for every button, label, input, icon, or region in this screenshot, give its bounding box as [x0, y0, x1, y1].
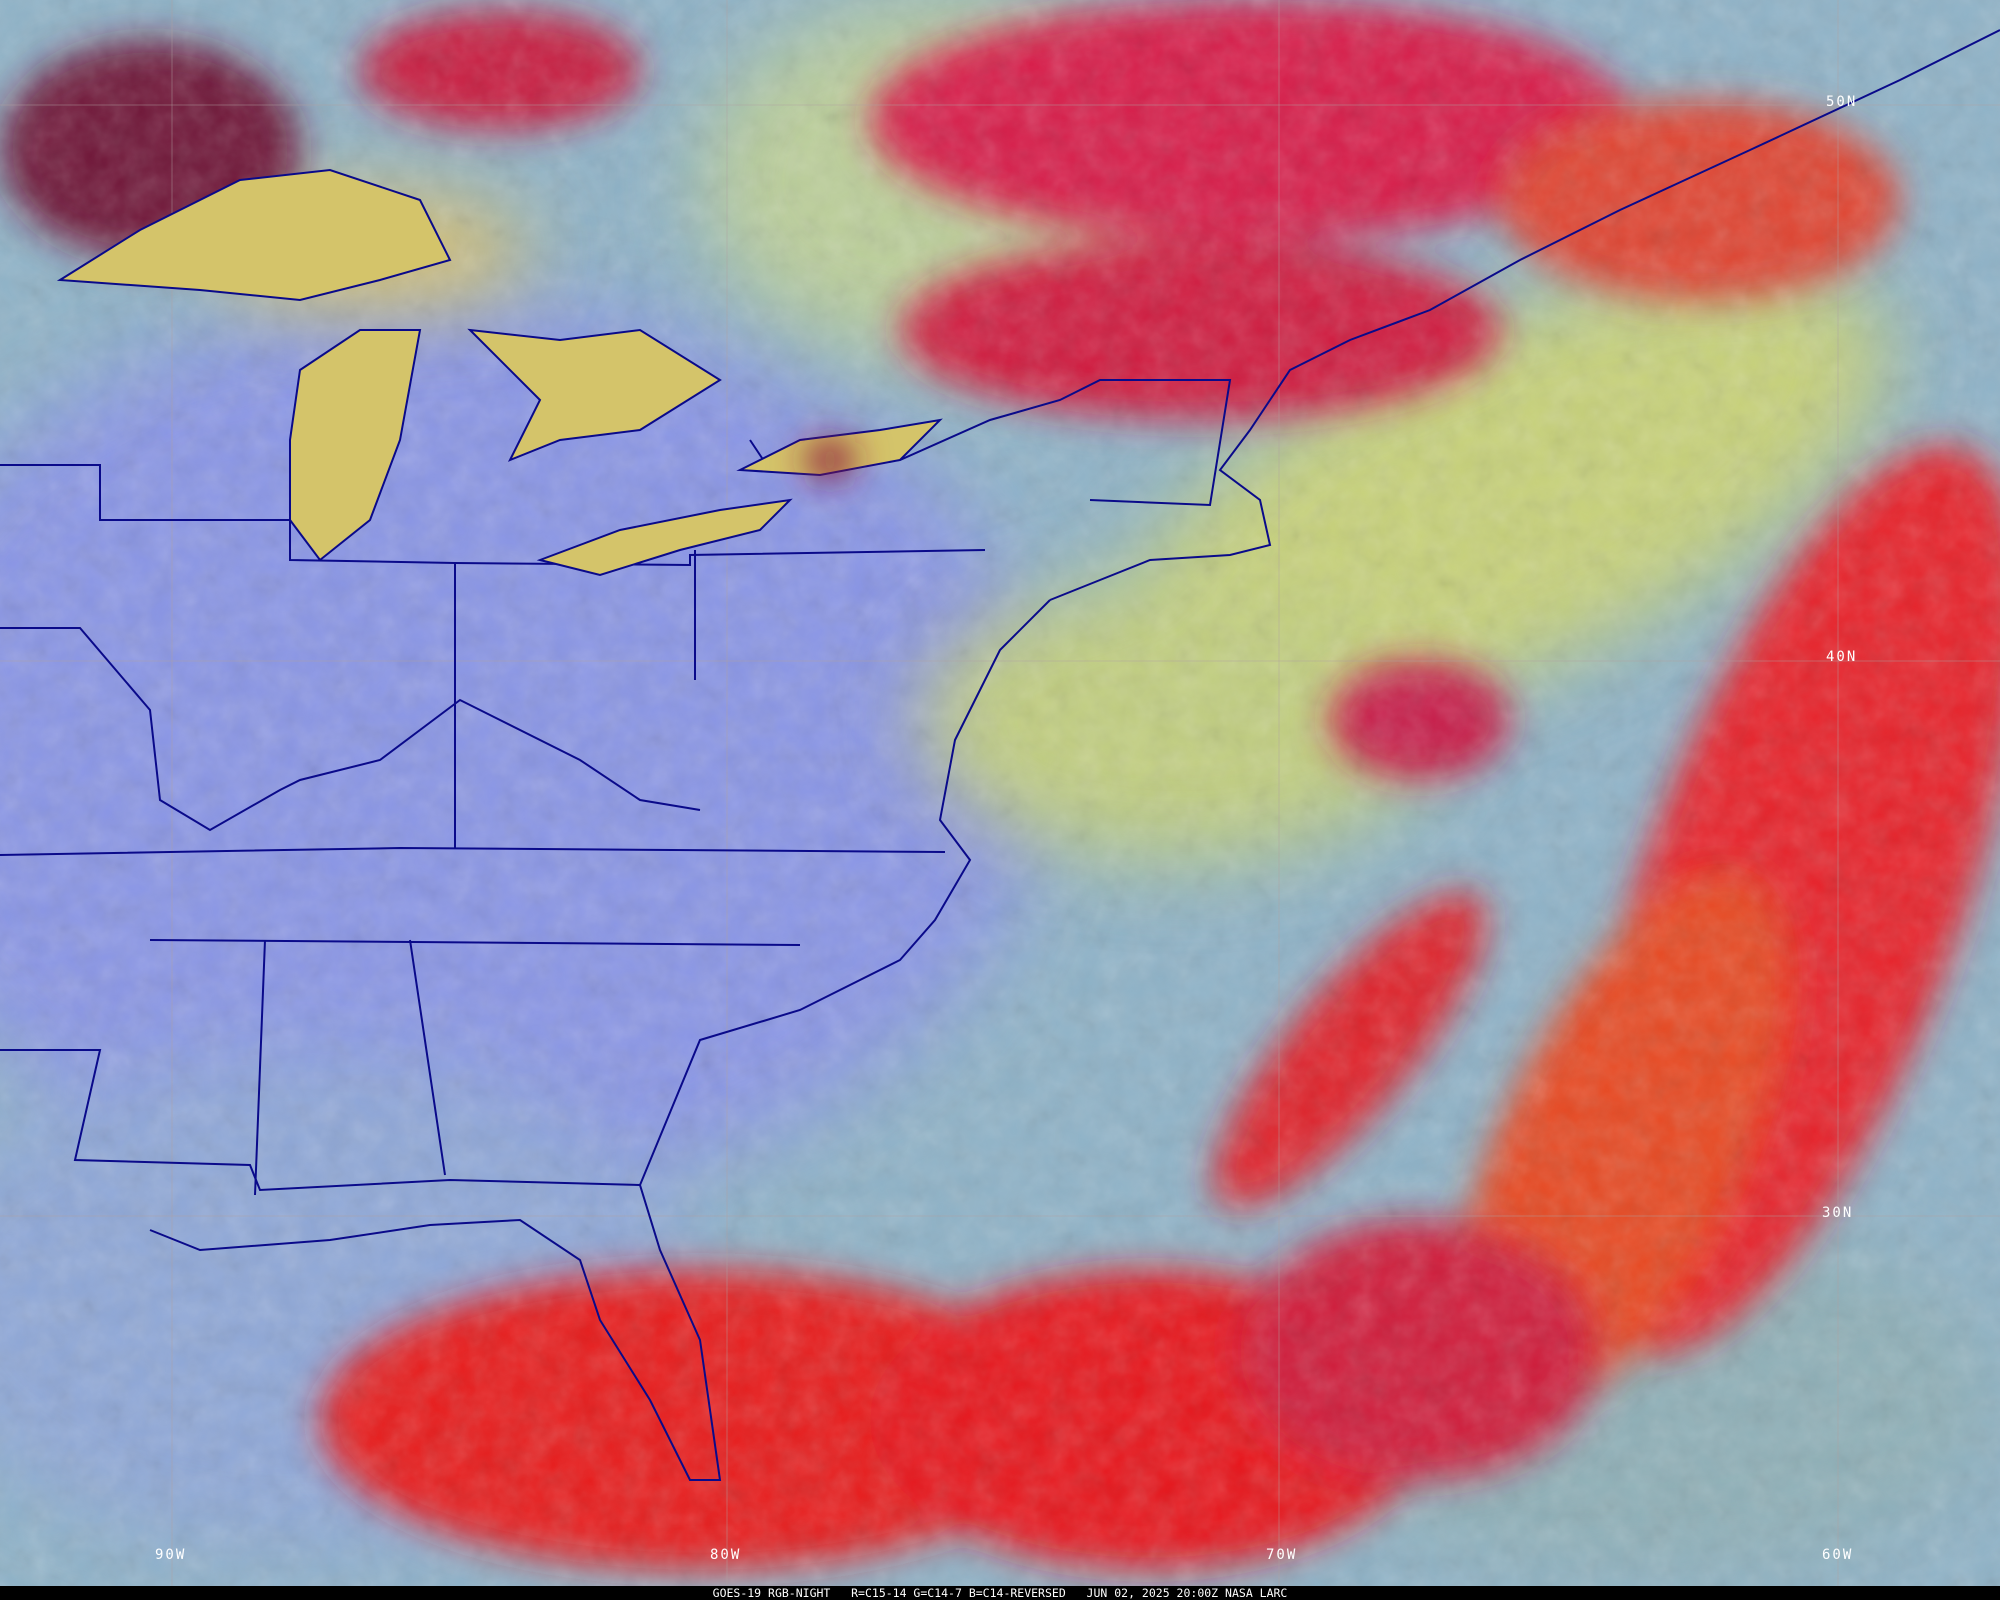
- political-boundaries: [0, 29, 2000, 1481]
- longitude-label-60w: 60W: [1822, 1547, 1854, 1563]
- lake-erie-cloud: [805, 440, 855, 480]
- caption-credit: NASA LARC: [1225, 1586, 1288, 1600]
- longitude-label-80w: 80W: [710, 1547, 742, 1563]
- caption-channels: R=C15-14 G=C14-7 B=C14-REVERSED: [851, 1586, 1066, 1600]
- latitude-label-40n: 40N: [1826, 649, 1858, 665]
- caption-datetime: JUN 02, 2025 20:00Z: [1086, 1586, 1219, 1600]
- longitude-label-70w: 70W: [1266, 1547, 1298, 1563]
- latitude-label-50n: 50N: [1826, 94, 1858, 110]
- caption-satellite: GOES-19 RGB-NIGHT: [712, 1586, 831, 1600]
- longitude-label-90w: 90W: [155, 1547, 187, 1563]
- latitude-label-30n: 30N: [1822, 1205, 1854, 1221]
- image-caption: GOES-19 RGB-NIGHT R=C15-14 G=C14-7 B=C14…: [0, 1586, 2000, 1600]
